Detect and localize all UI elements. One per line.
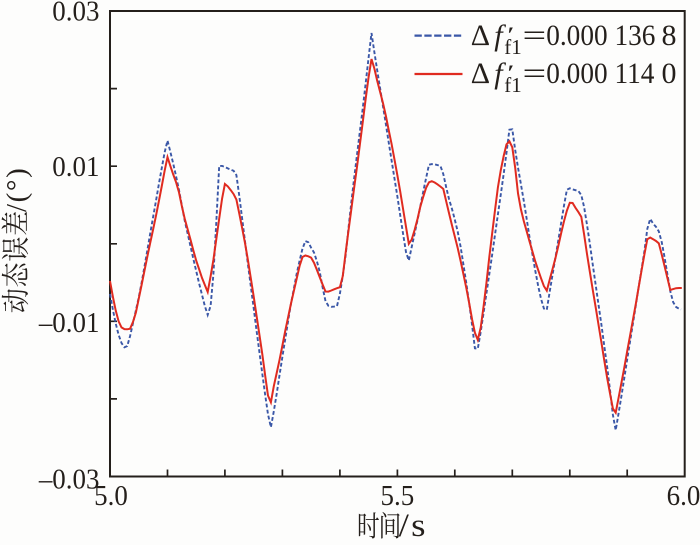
svg-text:/(°): /(°) [1,167,33,212]
svg-text:0.000: 0.000 [546,19,607,52]
svg-text:0.03: 0.03 [52,0,99,28]
svg-text:114: 114 [615,57,655,90]
svg-text:5.0: 5.0 [94,480,128,512]
svg-text:f1: f1 [504,73,522,97]
svg-text:=: = [523,56,547,90]
svg-text:′: ′ [507,61,514,85]
svg-text:=: = [523,18,547,52]
svg-text:136: 136 [615,19,656,52]
svg-text:0.000: 0.000 [546,57,607,90]
svg-text:0.01: 0.01 [52,151,99,183]
svg-text:0: 0 [662,57,677,90]
svg-text:Δ: Δ [471,19,490,52]
svg-text:–0.03: –0.03 [38,463,100,495]
svg-text:–0.01: –0.01 [38,307,100,339]
svg-text:6.0: 6.0 [667,480,700,512]
svg-text:′: ′ [507,23,514,47]
svg-text:Δ: Δ [471,57,490,90]
svg-text:f1: f1 [504,35,522,59]
svg-text:8: 8 [662,19,677,52]
svg-text:/s: /s [399,507,428,540]
svg-text:5.5: 5.5 [380,480,414,512]
